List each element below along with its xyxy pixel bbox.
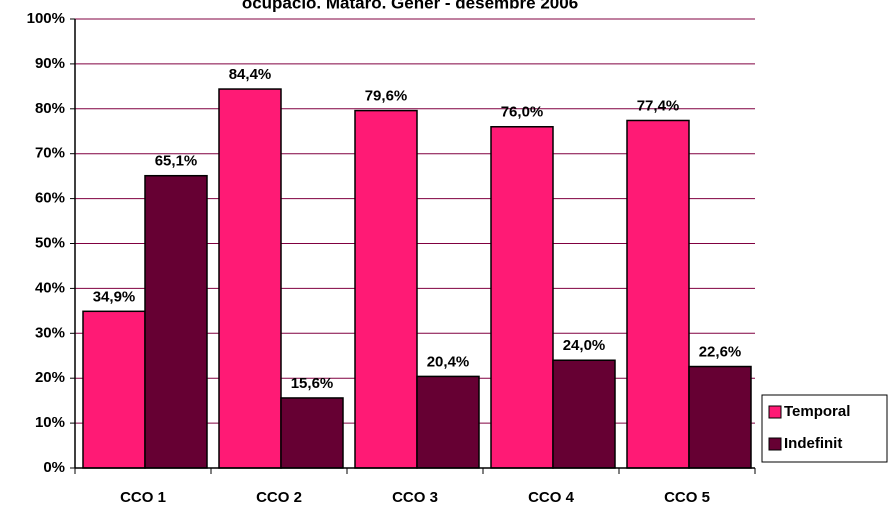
bar <box>490 126 554 469</box>
bar <box>82 310 146 469</box>
x-tick-label: CCO 4 <box>528 489 575 506</box>
y-tick-label: 60% <box>35 190 65 207</box>
legend-swatch <box>768 437 782 451</box>
x-tick-label: CCO 2 <box>256 489 302 506</box>
data-label: 20,4% <box>427 353 470 370</box>
bar <box>416 375 480 469</box>
data-label: 77,4% <box>637 97 680 114</box>
bar <box>688 365 752 469</box>
y-tick-label: 100% <box>27 10 65 27</box>
y-tick-label: 90% <box>35 55 65 72</box>
x-tick-label: CCO 5 <box>664 489 710 506</box>
data-label: 84,4% <box>229 66 272 83</box>
bar <box>144 174 208 469</box>
y-tick-label: 80% <box>35 100 65 117</box>
legend-box <box>761 394 888 463</box>
chart-title: ocupació. Mataró. Gener - desembre 2006 <box>242 0 578 12</box>
legend-label: Indefinit <box>784 435 842 452</box>
bar <box>552 359 616 469</box>
data-label: 15,6% <box>291 375 334 392</box>
data-label: 65,1% <box>155 153 198 170</box>
x-tick-label: CCO 1 <box>120 489 166 506</box>
data-label: 22,6% <box>699 343 742 360</box>
data-label: 79,6% <box>365 88 408 105</box>
bar <box>280 397 344 469</box>
bar <box>218 88 282 469</box>
data-label: 76,0% <box>501 104 544 121</box>
y-tick-label: 50% <box>35 234 65 251</box>
legend-label: Temporal <box>784 403 850 420</box>
bar <box>354 109 418 469</box>
y-tick-label: 10% <box>35 414 65 431</box>
y-tick-label: 0% <box>43 459 65 476</box>
y-tick-label: 30% <box>35 324 65 341</box>
legend-swatch <box>768 405 782 419</box>
y-tick-label: 70% <box>35 145 65 162</box>
data-label: 24,0% <box>563 337 606 354</box>
data-label: 34,9% <box>93 288 136 305</box>
y-tick-label: 40% <box>35 279 65 296</box>
y-tick-label: 20% <box>35 369 65 386</box>
bar <box>626 119 690 469</box>
x-tick-label: CCO 3 <box>392 489 438 506</box>
